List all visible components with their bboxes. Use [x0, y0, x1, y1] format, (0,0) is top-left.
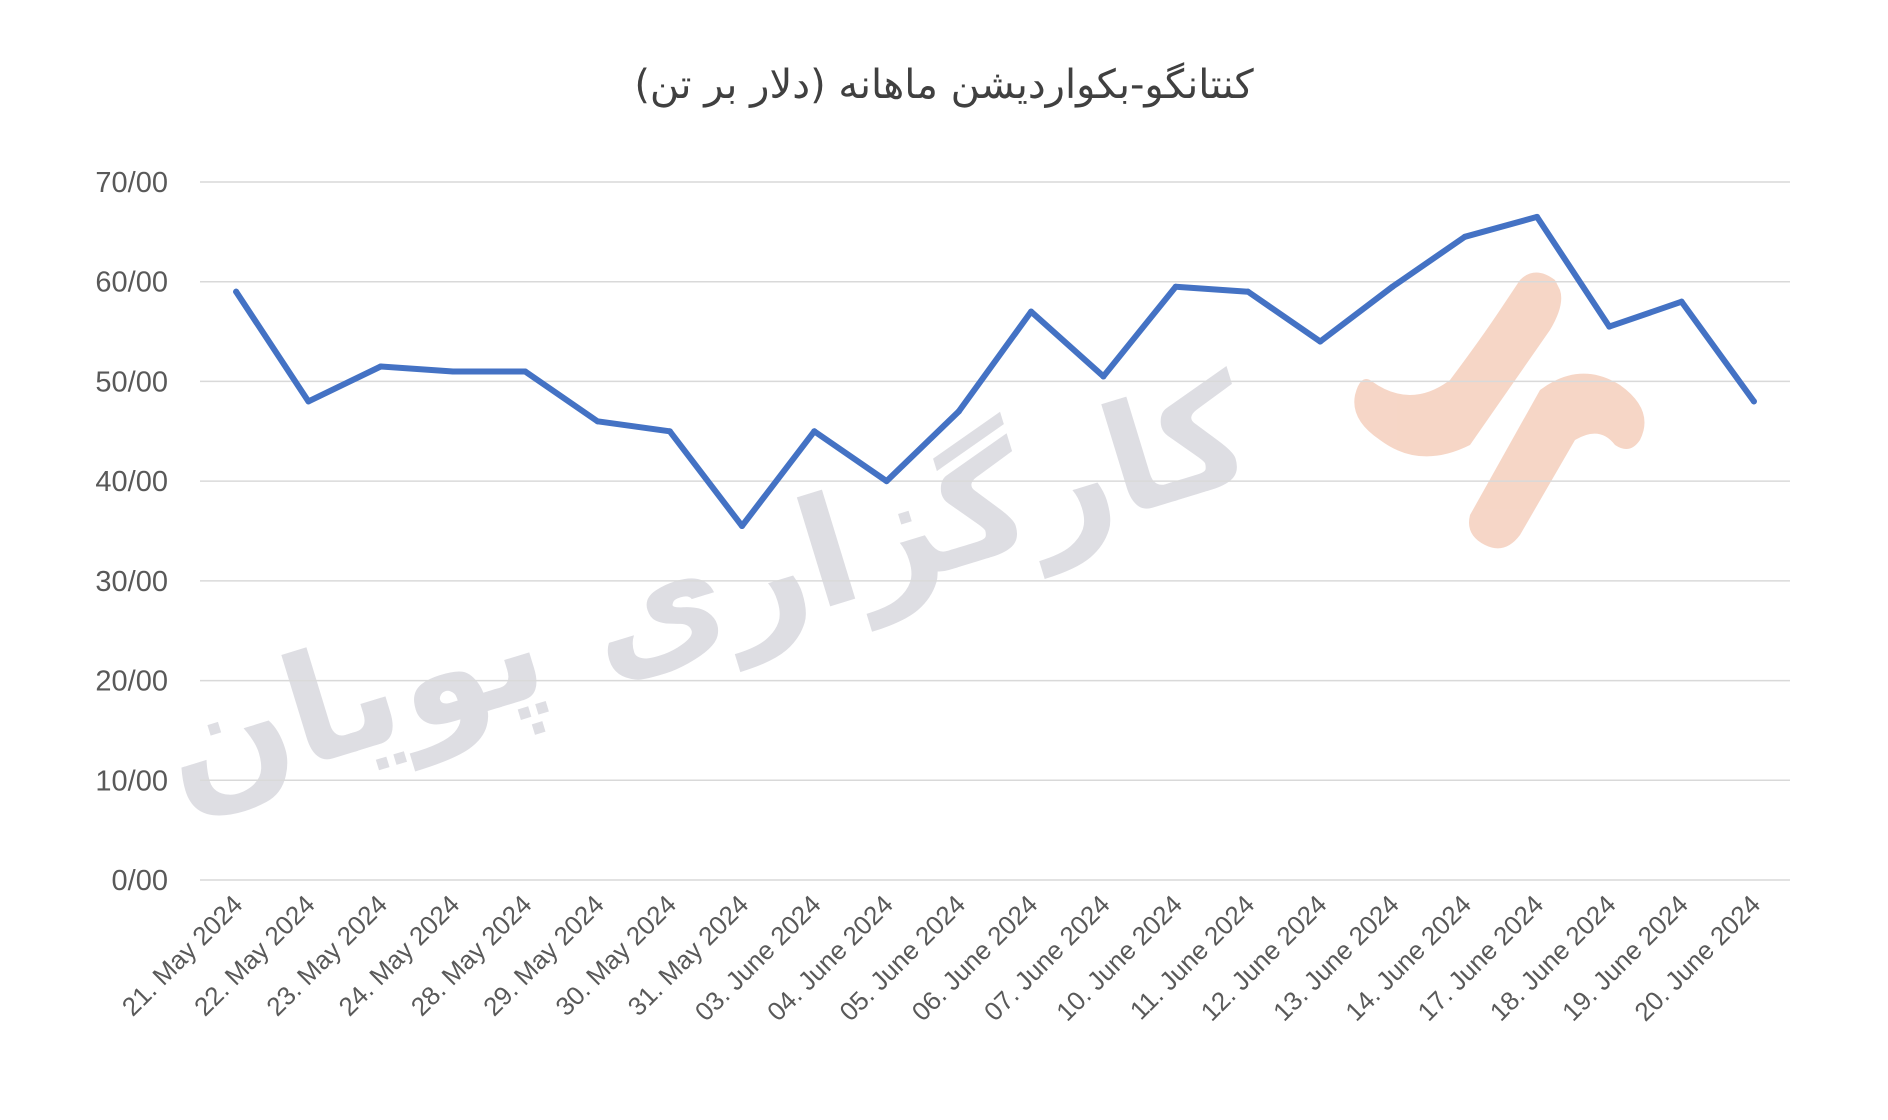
data-point	[1028, 308, 1035, 315]
data-point	[1100, 373, 1107, 380]
x-tick-label: 07. June 2024	[978, 889, 1116, 1027]
y-tick-label: 20/00	[95, 666, 168, 698]
data-point	[955, 408, 962, 415]
data-point	[522, 368, 529, 375]
y-tick-label: 70/00	[95, 167, 168, 199]
data-point	[1244, 288, 1251, 295]
x-tick-label: 14. June 2024	[1339, 889, 1477, 1027]
y-axis-ticks: 0/00 10/00 20/00 30/00 40/00 50/00 60/00 70/00	[95, 167, 168, 897]
data-point	[666, 428, 673, 435]
chart-title: کنتانگو-بکواردیشن ماهانه (دلار بر تن)	[634, 62, 1254, 108]
data-point	[1678, 298, 1685, 305]
x-tick-label: 03. June 2024	[689, 889, 827, 1027]
data-point	[1461, 233, 1468, 240]
data-point	[233, 288, 240, 295]
data-point	[377, 363, 384, 370]
y-tick-label: 30/00	[95, 566, 168, 598]
y-tick-label: 40/00	[95, 466, 168, 498]
data-point	[594, 418, 601, 425]
data-point	[1750, 398, 1757, 405]
data-point	[1534, 213, 1541, 220]
data-point	[739, 523, 746, 530]
watermark-text: کارگزاری پویان	[140, 343, 1272, 841]
data-point	[1606, 323, 1613, 330]
x-tick-label: 13. June 2024	[1267, 889, 1405, 1027]
data-point	[305, 398, 312, 405]
x-tick-label: 05. June 2024	[833, 889, 971, 1027]
data-point	[811, 428, 818, 435]
y-tick-label: 60/00	[95, 267, 168, 299]
data-point	[449, 368, 456, 375]
grid-lines	[200, 181, 1790, 881]
series-layer	[233, 213, 1757, 530]
x-tick-label: 18. June 2024	[1484, 889, 1622, 1027]
x-tick-label: 06. June 2024	[906, 889, 1044, 1027]
data-point	[883, 478, 890, 485]
y-tick-label: 10/00	[95, 765, 168, 797]
data-point	[1172, 283, 1179, 290]
y-tick-label: 0/00	[112, 865, 168, 897]
x-tick-label: 19. June 2024	[1556, 889, 1694, 1027]
series-line-0	[233, 213, 1757, 529]
x-tick-label: 12. June 2024	[1195, 889, 1333, 1027]
x-tick-label: 10. June 2024	[1050, 889, 1188, 1027]
data-point	[1317, 338, 1324, 345]
x-tick-label: 20. June 2024	[1628, 889, 1766, 1027]
x-tick-label: 11. June 2024	[1124, 889, 1260, 1025]
x-tick-label: 04. June 2024	[761, 889, 899, 1027]
watermark-logo-icon	[1354, 272, 1645, 549]
data-point	[1389, 283, 1396, 290]
x-tick-label: 17. June 2024	[1412, 889, 1550, 1027]
y-tick-label: 50/00	[95, 366, 168, 398]
